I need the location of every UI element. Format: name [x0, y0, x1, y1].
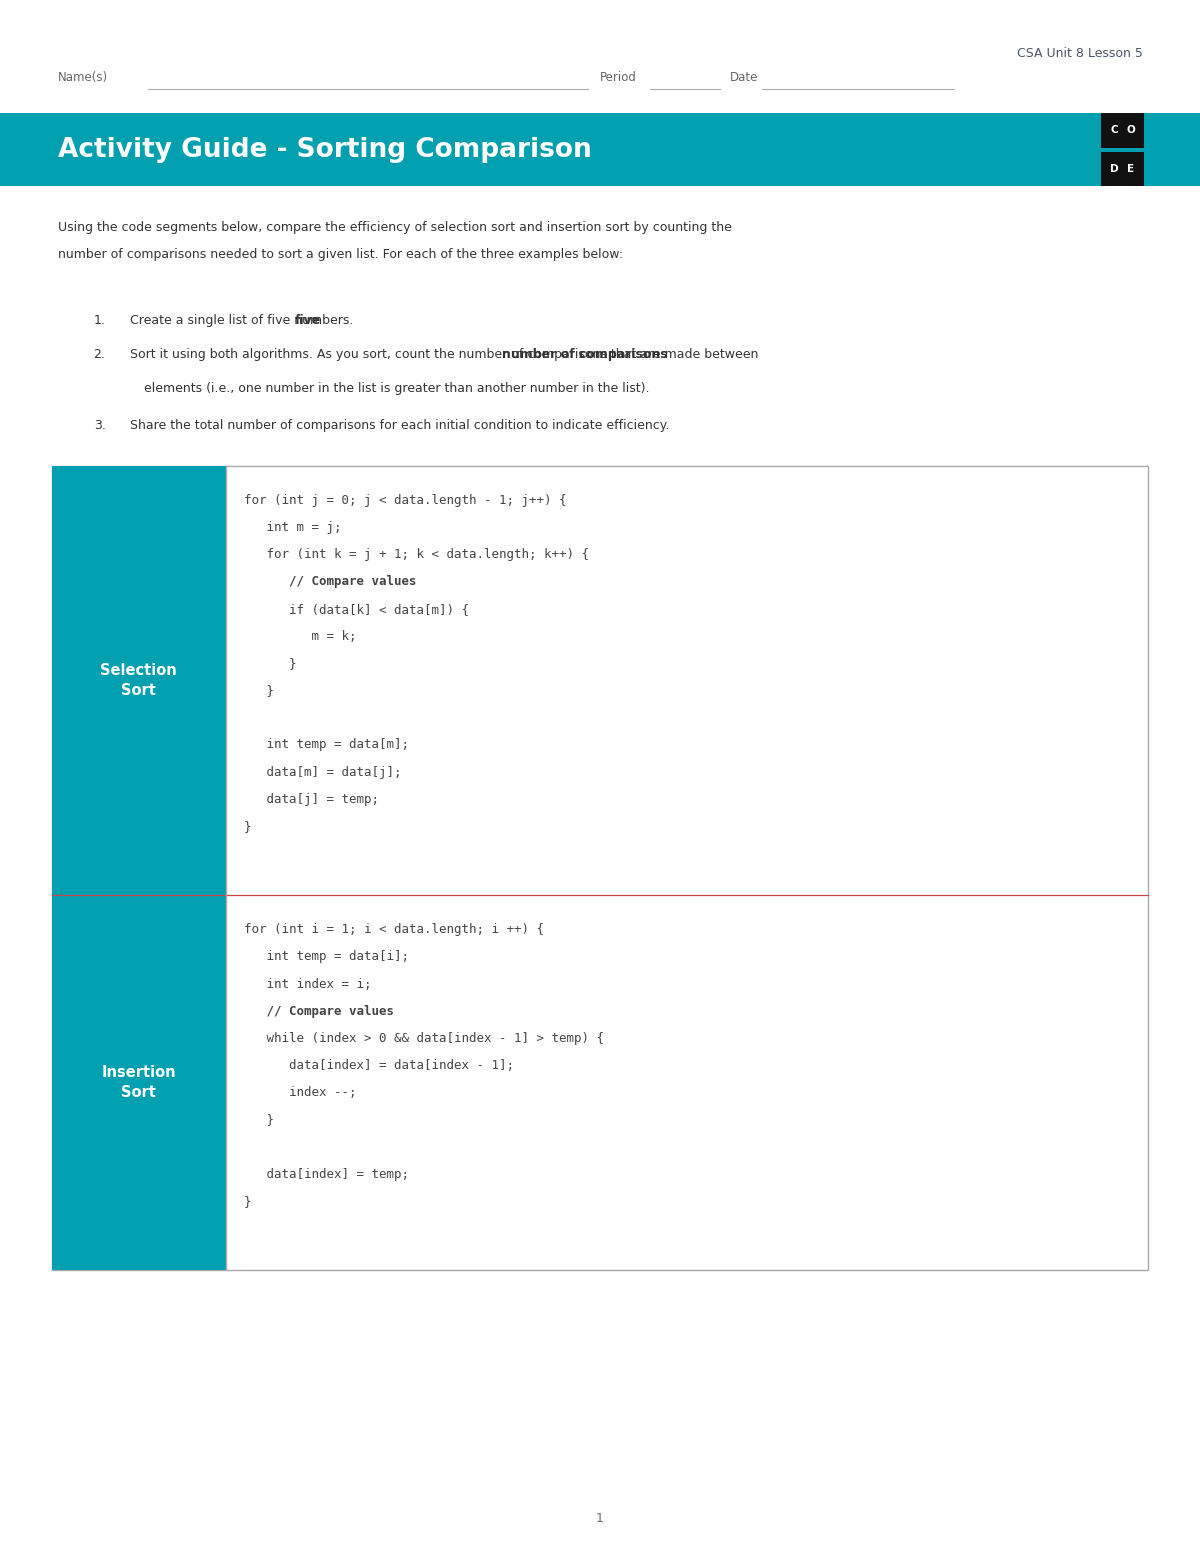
Text: E: E [1128, 165, 1134, 174]
Text: number of comparisons needed to sort a given list. For each of the three example: number of comparisons needed to sort a g… [58, 248, 623, 261]
Text: Activity Guide - Sorting Comparison: Activity Guide - Sorting Comparison [58, 137, 592, 163]
Text: }: } [244, 657, 296, 669]
FancyBboxPatch shape [0, 113, 1200, 186]
Text: Create a single list of five numbers.: Create a single list of five numbers. [130, 314, 353, 326]
Text: CSA Unit 8 Lesson 5: CSA Unit 8 Lesson 5 [1016, 47, 1142, 59]
Text: }: } [244, 1114, 274, 1126]
Text: Share the total number of comparisons for each initial condition to indicate eff: Share the total number of comparisons fo… [130, 419, 668, 432]
Text: // Compare values: // Compare values [244, 576, 416, 589]
Text: Date: Date [730, 71, 758, 84]
Text: 1.: 1. [94, 314, 106, 326]
Text: Insertion
Sort: Insertion Sort [101, 1065, 176, 1100]
Text: while (index > 0 && data[index - 1] > temp) {: while (index > 0 && data[index - 1] > te… [244, 1033, 604, 1045]
Text: for (int k = j + 1; k < data.length; k++) {: for (int k = j + 1; k < data.length; k++… [244, 548, 589, 561]
Text: Period: Period [600, 71, 637, 84]
Text: if (data[k] < data[m]) {: if (data[k] < data[m]) { [244, 603, 469, 615]
Text: Sort it using both algorithms. As you sort, count the number of comparisons that: Sort it using both algorithms. As you so… [130, 348, 758, 360]
Text: D: D [1110, 165, 1118, 174]
Text: Name(s): Name(s) [58, 71, 108, 84]
Text: for (int j = 0; j < data.length - 1; j++) {: for (int j = 0; j < data.length - 1; j++… [244, 494, 566, 506]
Text: int m = j;: int m = j; [244, 522, 341, 534]
Text: Using the code segments below, compare the efficiency of selection sort and inse: Using the code segments below, compare t… [58, 221, 732, 233]
Text: for (int i = 1; i < data.length; i ++) {: for (int i = 1; i < data.length; i ++) { [244, 922, 544, 936]
Text: m = k;: m = k; [244, 631, 356, 643]
Text: elements (i.e., one number in the list is greater than another number in the lis: elements (i.e., one number in the list i… [144, 382, 649, 394]
Text: 1: 1 [596, 1513, 604, 1525]
FancyBboxPatch shape [1102, 152, 1128, 186]
FancyBboxPatch shape [1118, 113, 1145, 148]
Text: Selection
Sort: Selection Sort [101, 663, 176, 697]
FancyBboxPatch shape [1118, 152, 1145, 186]
Text: 2.: 2. [94, 348, 106, 360]
Text: 3.: 3. [94, 419, 106, 432]
FancyBboxPatch shape [1102, 113, 1128, 148]
Text: data[j] = temp;: data[j] = temp; [244, 794, 379, 806]
Text: int index = i;: int index = i; [244, 978, 371, 991]
Text: // Compare values: // Compare values [244, 1005, 394, 1017]
Text: index --;: index --; [244, 1087, 356, 1100]
Text: int temp = data[i];: int temp = data[i]; [244, 950, 408, 963]
Text: data[index] = temp;: data[index] = temp; [244, 1168, 408, 1180]
Text: data[index] = data[index - 1];: data[index] = data[index - 1]; [244, 1059, 514, 1072]
Text: number of comparisons: number of comparisons [503, 348, 668, 360]
Text: int temp = data[m];: int temp = data[m]; [244, 739, 408, 752]
Text: }: } [244, 1196, 251, 1208]
Text: }: } [244, 820, 251, 832]
Text: data[m] = data[j];: data[m] = data[j]; [244, 766, 401, 778]
Text: C: C [1110, 126, 1118, 135]
Text: }: } [244, 685, 274, 697]
FancyBboxPatch shape [52, 466, 1148, 1270]
FancyBboxPatch shape [52, 466, 226, 895]
Text: O: O [1127, 126, 1135, 135]
FancyBboxPatch shape [52, 895, 226, 1270]
Text: five: five [295, 314, 322, 326]
